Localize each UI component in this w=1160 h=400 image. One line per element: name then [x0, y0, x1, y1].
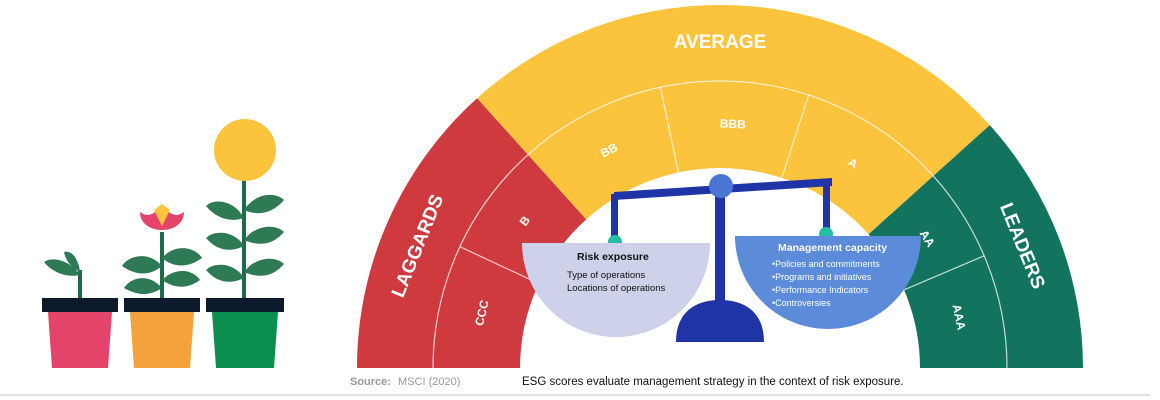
plant-illustrations	[42, 119, 284, 368]
source-label: Source:	[350, 376, 391, 388]
sunflower-pot-rim	[206, 298, 284, 312]
sun-flower-head	[214, 119, 276, 181]
risk-exposure-item: Type of operations	[567, 270, 645, 281]
section-label-average: AVERAGE	[674, 32, 767, 53]
sunflower-pot	[212, 312, 278, 368]
management-capacity-title: Management capacity	[778, 242, 887, 254]
sprout-plant-icon	[42, 251, 118, 368]
leaders-band	[868, 125, 1083, 368]
average-band	[477, 4, 990, 235]
management-capacity-item: •Controversies	[772, 298, 831, 308]
right-hanger	[823, 180, 830, 230]
scale-pivot	[709, 174, 733, 198]
rating-label-bbb: BBB	[719, 116, 746, 131]
sprout-pot	[48, 312, 112, 368]
bud-pot-rim	[124, 298, 200, 312]
scale-base	[676, 300, 764, 342]
rating-divider	[659, 87, 680, 173]
bud-plant-icon	[122, 204, 202, 368]
management-capacity-pan	[735, 236, 921, 329]
source-text: MSCI (2020)	[398, 376, 460, 388]
rating-divider	[781, 94, 810, 178]
sprout-pot-rim	[42, 298, 118, 312]
risk-exposure-title: Risk exposure	[577, 251, 649, 263]
management-capacity-item: •Policies and commitments	[772, 259, 880, 269]
rating-divider	[903, 255, 985, 291]
bud-pot	[130, 312, 194, 368]
sunflower-plant-icon	[206, 119, 284, 368]
risk-exposure-item: Locations of operations	[567, 283, 665, 294]
left-hanger	[611, 194, 618, 238]
laggards-band	[357, 98, 587, 368]
management-capacity-item: •Performance Indicators	[772, 285, 869, 295]
caption: ESG scores evaluate management strategy …	[522, 376, 904, 388]
risk-exposure-pan	[522, 243, 710, 337]
rating-ring-divider	[432, 80, 1008, 369]
management-capacity-item: •Programs and initiatives	[772, 272, 872, 282]
bottom-border	[0, 394, 1150, 396]
rating-divider	[459, 246, 539, 285]
rating-label-aaa: AAA	[949, 303, 968, 332]
source-line: Source: MSCI (2020)	[350, 376, 460, 388]
rating-label-ccc: CCC	[472, 298, 492, 327]
balance-scale-icon: Risk exposure Type of operations Locatio…	[522, 174, 921, 342]
scale-post	[715, 192, 725, 304]
